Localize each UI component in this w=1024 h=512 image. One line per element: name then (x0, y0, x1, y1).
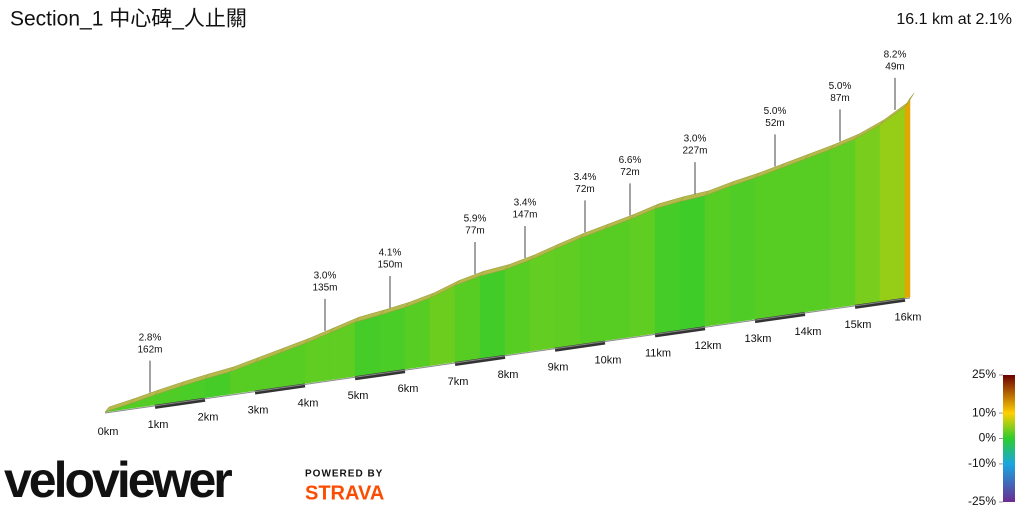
x-tick-label: 12km (695, 340, 722, 352)
annotation-grade: 3.4% (574, 172, 597, 183)
profile-segment (579, 228, 606, 345)
profile-segment (629, 208, 656, 338)
km-bar (554, 340, 606, 352)
x-tick-label: 2km (198, 412, 219, 424)
annotation-grade: 5.0% (829, 81, 852, 92)
km-bar (454, 354, 506, 366)
x-tick-label: 7km (448, 376, 469, 388)
km-bar (654, 326, 706, 338)
km-bar (354, 369, 406, 381)
annotation-grade: 6.6% (619, 155, 642, 166)
x-tick-label: 8km (498, 369, 519, 381)
profile-segment (879, 106, 906, 302)
x-tick-label: 5km (348, 390, 369, 402)
legend-label: -10% (968, 456, 996, 470)
x-tick-label: 1km (148, 419, 169, 431)
profile-segment (554, 237, 581, 349)
x-tick-label: 0km (98, 426, 119, 438)
x-tick-label: 3km (248, 404, 269, 416)
profile-segment (904, 97, 911, 299)
annotation-length: 150m (377, 260, 402, 271)
profile-segment (479, 269, 506, 359)
annotation-length: 52m (765, 118, 784, 129)
profile-segment (854, 124, 881, 306)
summary: 16.1 km at 2.1% (896, 11, 1012, 28)
annotation-length: 49m (885, 61, 904, 72)
x-tick-label: 6km (398, 383, 419, 395)
annotation-length: 227m (682, 146, 707, 157)
profile (104, 93, 915, 413)
annotation-grade: 5.0% (764, 106, 787, 117)
profile-segment (604, 218, 631, 341)
annotation-grade: 3.4% (514, 198, 537, 209)
legend-label: 10% (972, 405, 996, 419)
profile-segment (729, 177, 756, 324)
profile-segment (504, 259, 531, 356)
profile-segment (454, 275, 481, 363)
annotation-grade: 3.0% (314, 271, 337, 282)
x-tick-label: 15km (845, 319, 872, 331)
profile-segment (829, 138, 856, 309)
profile-segment (429, 285, 456, 366)
profile-segment (679, 195, 706, 331)
annotation-grade: 5.9% (464, 214, 487, 225)
x-tick-label: 14km (795, 326, 822, 338)
legend-label: -25% (968, 494, 996, 508)
km-bar (854, 297, 906, 309)
annotation-length: 135m (312, 283, 337, 294)
legend-bar (1003, 375, 1015, 502)
km-bar (254, 383, 306, 395)
profile-top (904, 93, 915, 107)
legend-label: 0% (979, 431, 997, 445)
legend-label: 25% (972, 367, 996, 381)
annotation-length: 147m (512, 210, 537, 221)
profile-segment (804, 149, 831, 313)
annotation-length: 87m (830, 93, 849, 104)
profile-segment (754, 168, 781, 320)
powered-by: POWERED BY (305, 469, 383, 480)
baseline (104, 297, 911, 414)
profile-segment (529, 248, 556, 352)
annotation-grade: 2.8% (139, 332, 162, 343)
x-tick-label: 13km (745, 333, 772, 345)
x-tick-label: 16km (895, 312, 922, 324)
x-tick-label: 10km (595, 354, 622, 366)
km-bar (754, 312, 806, 324)
annotation-grade: 4.1% (379, 248, 402, 259)
annotation-grade: 3.0% (684, 134, 707, 145)
x-tick-label: 4km (298, 397, 319, 409)
profile-segment (654, 201, 681, 334)
profile-segment (404, 297, 431, 370)
annotation-length: 162m (137, 344, 162, 355)
chart-title: Section_1 中心碑_人止關 (10, 8, 247, 31)
x-tick-label: 9km (548, 362, 569, 374)
annotation-length: 77m (465, 226, 484, 237)
profile-segment (354, 314, 381, 377)
km-bar (154, 397, 206, 409)
x-tick-label: 11km (645, 347, 671, 359)
annotation-length: 72m (575, 184, 594, 195)
logo: veloviewer (4, 452, 232, 508)
annotation-grade: 8.2% (884, 49, 907, 60)
strava: STRAVA (305, 482, 384, 504)
profile-segment (779, 158, 806, 316)
annotation-length: 72m (620, 167, 639, 178)
profile-segment (704, 185, 731, 327)
profile-segment (379, 307, 406, 374)
